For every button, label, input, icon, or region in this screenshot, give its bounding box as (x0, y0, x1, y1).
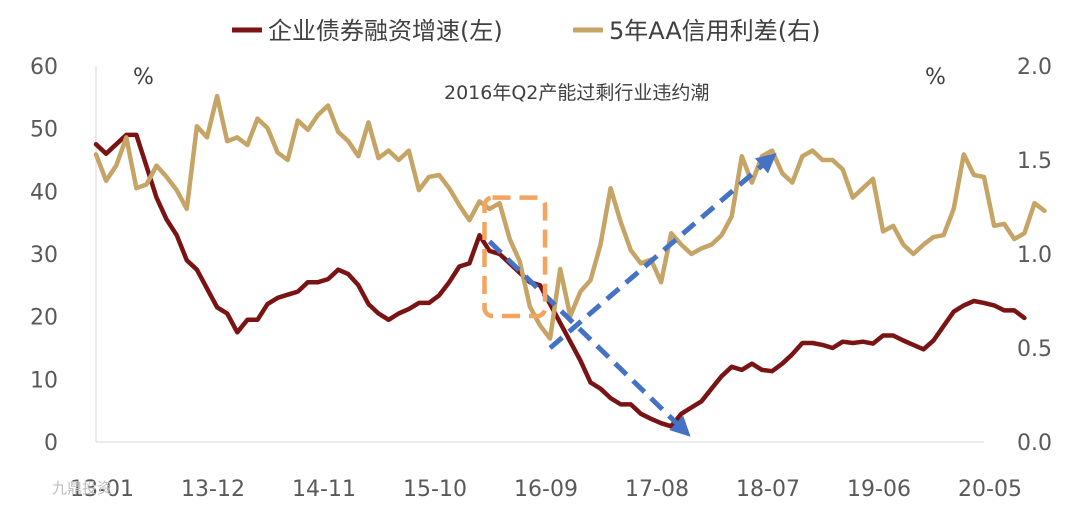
y-left-tick-label: 50 (30, 118, 58, 143)
trend-arrow-down (487, 239, 691, 437)
y-left-tick-label: 40 (30, 180, 58, 205)
legend-label-bond-growth: 企业债券融资增速(左) (268, 17, 503, 45)
x-tick-label: 19-06 (847, 477, 911, 502)
unit-left: % (133, 65, 154, 90)
x-tick-label: 20-05 (958, 477, 1022, 502)
x-tick-label: 17-08 (625, 477, 689, 502)
y-left-tick-label: 30 (30, 243, 58, 268)
x-tick-label: 15-10 (403, 477, 467, 502)
highlight-box-default-period (482, 195, 548, 319)
watermark: 九鼎投资 (52, 479, 112, 497)
y-right-tick-label: 0.0 (1017, 431, 1052, 456)
y-axis-right: 0.0 0.5 1.0 1.5 2.0 (1017, 55, 1052, 456)
y-left-tick-label: 0 (44, 431, 58, 456)
x-axis: 13-01 13-12 14-11 15-10 16-09 17-08 18-07 19-06… (70, 477, 1022, 502)
y-right-tick-label: 2.0 (1017, 55, 1052, 80)
series-line-credit-spread (93, 93, 1047, 341)
legend: 企业债券融资增速(左) 5年AA信用利差(右) (232, 17, 821, 45)
y-left-tick-label: 60 (30, 55, 58, 80)
x-tick-label: 13-01 (70, 477, 134, 502)
annotation-default-wave: 2016年Q2产能过剩行业违约潮 (444, 82, 709, 104)
y-axis-left: 0 10 20 30 40 50 60 (30, 55, 58, 456)
y-left-tick-label: 10 (30, 368, 58, 393)
x-tick-label: 18-07 (736, 477, 800, 502)
x-tick-label: 14-11 (292, 477, 356, 502)
y-right-tick-label: 1.0 (1017, 243, 1052, 268)
series-layer (93, 93, 1047, 429)
y-right-tick-label: 0.5 (1017, 337, 1052, 362)
overlay-layer (482, 152, 777, 437)
y-left-tick-label: 20 (30, 306, 58, 331)
x-tick-label: 16-09 (514, 477, 578, 502)
unit-right: % (925, 65, 946, 90)
series-line-bond-growth (93, 132, 1027, 429)
x-tick-label: 13-12 (181, 477, 245, 502)
legend-label-credit-spread: 5年AA信用利差(右) (609, 17, 821, 45)
y-right-tick-label: 1.5 (1017, 149, 1052, 174)
